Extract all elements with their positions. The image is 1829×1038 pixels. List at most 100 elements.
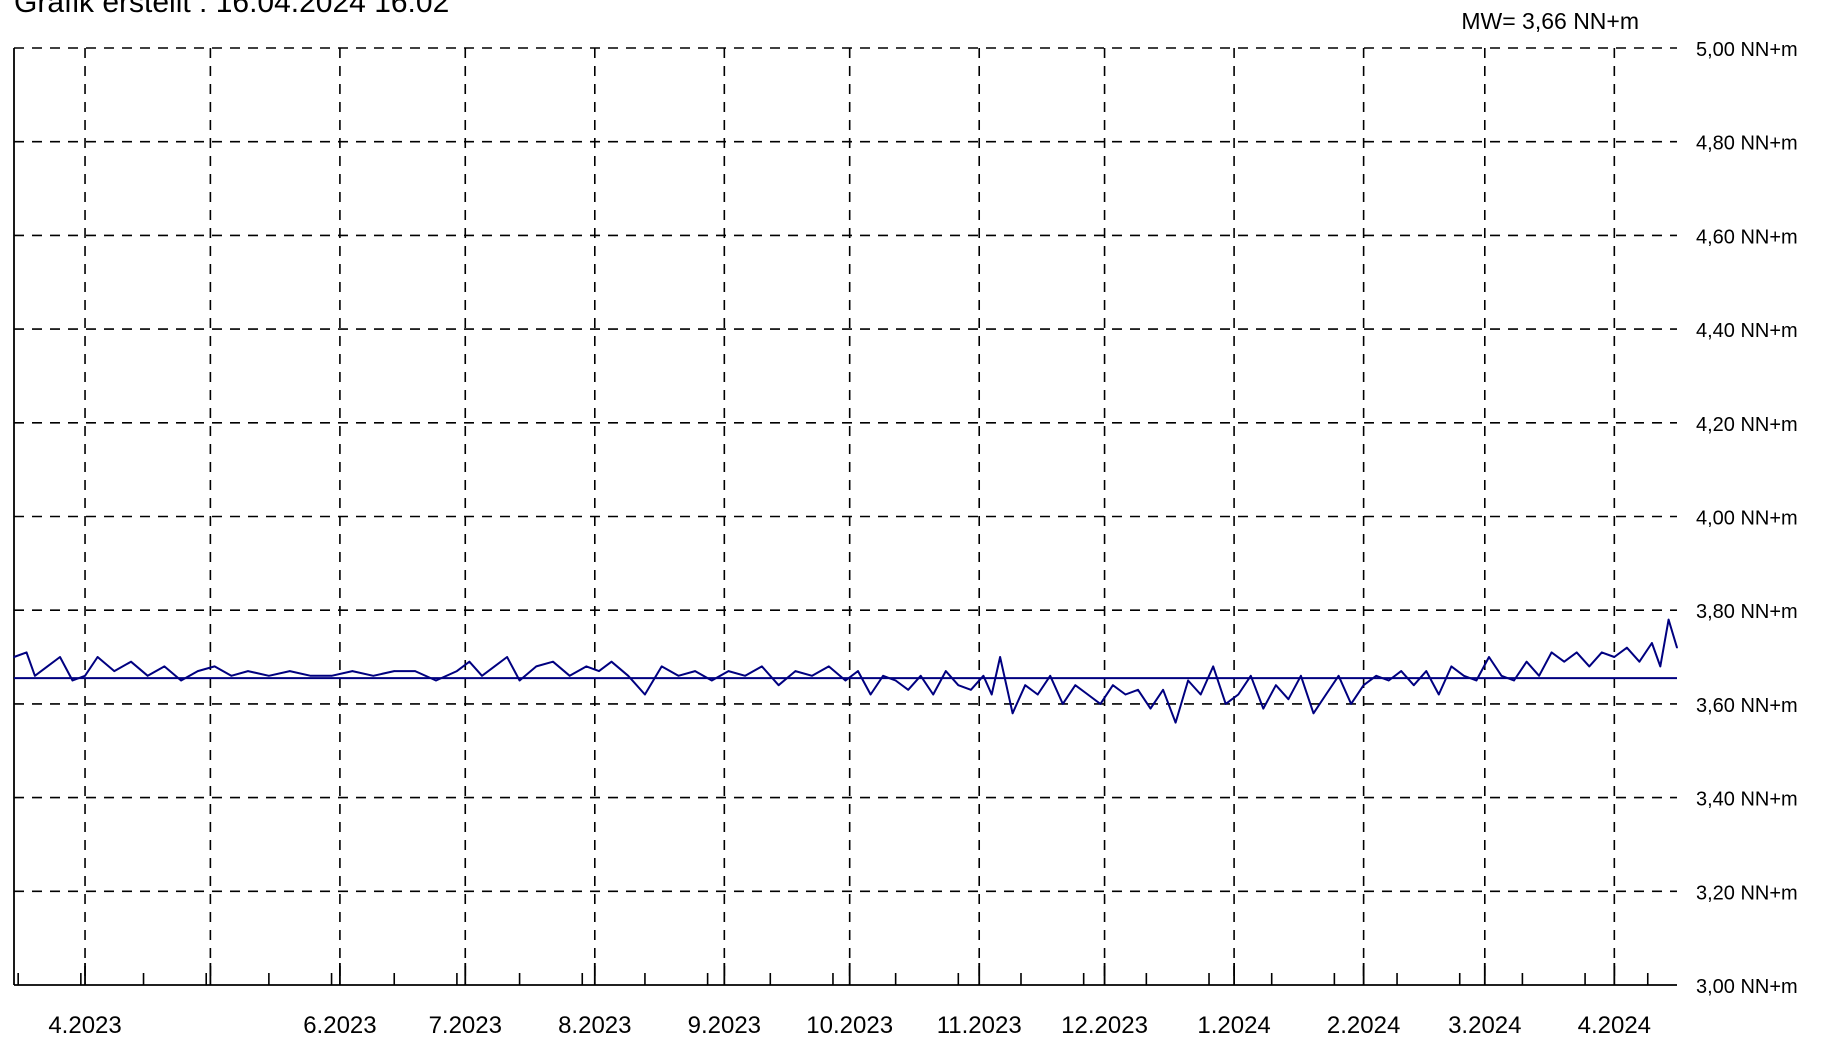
data-point xyxy=(844,679,847,682)
data-point xyxy=(535,665,538,668)
data-point xyxy=(1174,721,1177,724)
data-point xyxy=(330,674,333,677)
x-tick-label: 3.2024 xyxy=(1448,1012,1521,1038)
data-point xyxy=(610,660,613,663)
data-point xyxy=(869,693,872,696)
data-point xyxy=(1074,684,1077,686)
data-point xyxy=(1237,693,1240,696)
data-point xyxy=(1350,703,1352,705)
y-tick-label: 3,20 NN+m xyxy=(1696,882,1798,904)
data-point xyxy=(481,674,483,677)
data-point xyxy=(180,679,182,682)
data-point xyxy=(1588,665,1591,668)
data-point xyxy=(552,660,554,663)
data-point xyxy=(518,679,521,682)
data-point xyxy=(660,665,663,668)
data-point xyxy=(1187,679,1189,682)
data-point xyxy=(1513,679,1515,682)
data-point xyxy=(827,665,830,668)
data-point xyxy=(96,656,99,658)
y-tick-label: 5,00 NN+m xyxy=(1696,39,1798,61)
data-point xyxy=(1425,670,1428,672)
data-point xyxy=(351,670,354,672)
data-point xyxy=(1563,660,1565,663)
data-point xyxy=(1112,684,1114,686)
x-tick-label: 10.2023 xyxy=(806,1012,893,1038)
data-point xyxy=(1061,703,1064,705)
data-point xyxy=(727,670,730,672)
data-point xyxy=(1124,693,1127,696)
mean-value-label: MW= 3,66 NN+m xyxy=(1461,8,1639,34)
data-point xyxy=(456,670,458,672)
data-point xyxy=(585,665,588,668)
data-point xyxy=(59,656,61,658)
x-tick-label: 9.2023 xyxy=(688,1012,761,1038)
label-layer: 3,00 NN+m 3,20 NN+m 3,40 NN+m 3,60 NN+m 3,80… xyxy=(48,39,1797,1038)
series-layer xyxy=(13,618,1678,724)
data-point xyxy=(1450,665,1453,668)
y-tick-label: 3,60 NN+m xyxy=(1696,695,1798,717)
y-tick-label: 3,40 NN+m xyxy=(1696,789,1798,811)
data-point xyxy=(944,670,947,672)
data-point xyxy=(1500,674,1503,677)
data-point xyxy=(1659,665,1662,668)
x-tick-label: 11.2023 xyxy=(937,1012,1022,1038)
data-point xyxy=(932,693,935,696)
data-point xyxy=(919,674,922,677)
data-point xyxy=(882,674,884,677)
data-point xyxy=(1667,618,1670,621)
grid-layer xyxy=(14,47,1677,985)
y-tick-label: 4,00 NN+m xyxy=(1696,508,1798,530)
data-point xyxy=(598,670,600,672)
data-point xyxy=(1550,651,1553,654)
data-point xyxy=(1375,674,1377,677)
data-point xyxy=(1626,646,1628,649)
data-point xyxy=(1337,674,1340,677)
data-point xyxy=(213,665,216,668)
x-tick-label: 8.2023 xyxy=(558,1012,631,1038)
data-point xyxy=(506,656,508,658)
data-point xyxy=(163,665,166,668)
data-point xyxy=(1538,674,1540,677)
data-point xyxy=(990,693,993,696)
y-tick-label: 4,60 NN+m xyxy=(1696,226,1798,248)
data-point xyxy=(694,670,696,672)
data-point xyxy=(1575,651,1578,654)
data-point xyxy=(761,665,763,668)
data-point xyxy=(1212,665,1214,668)
y-tick-label: 4,20 NN+m xyxy=(1696,414,1798,436)
data-point xyxy=(288,670,291,672)
data-point xyxy=(230,674,233,677)
data-point xyxy=(710,679,713,682)
data-point xyxy=(1362,684,1365,686)
data-point xyxy=(493,665,496,668)
axis-layer xyxy=(13,48,1677,986)
data-point xyxy=(794,670,797,672)
x-tick-label: 4.2024 xyxy=(1578,1012,1651,1038)
data-point xyxy=(1600,651,1603,654)
data-point xyxy=(1149,707,1152,710)
data-point xyxy=(268,674,270,677)
x-tick-label: 1.2024 xyxy=(1197,1012,1270,1038)
data-point xyxy=(309,674,312,677)
data-point xyxy=(1638,660,1641,663)
x-tick-label: 7.2023 xyxy=(429,1012,502,1038)
data-point xyxy=(1099,703,1102,705)
data-point xyxy=(1162,689,1164,691)
data-point xyxy=(1287,698,1290,701)
y-tick-label: 3,00 NN+m xyxy=(1696,976,1798,998)
data-point xyxy=(113,670,116,672)
data-point xyxy=(999,656,1001,658)
data-point xyxy=(1036,693,1039,696)
data-point xyxy=(71,679,74,682)
data-point xyxy=(1199,693,1202,696)
data-point xyxy=(34,674,36,677)
data-point xyxy=(1387,679,1390,682)
data-point xyxy=(372,674,375,677)
data-point xyxy=(84,674,86,677)
data-point xyxy=(25,651,28,654)
data-point xyxy=(1087,693,1089,696)
series-line xyxy=(13,618,1678,724)
data-point xyxy=(247,670,249,672)
